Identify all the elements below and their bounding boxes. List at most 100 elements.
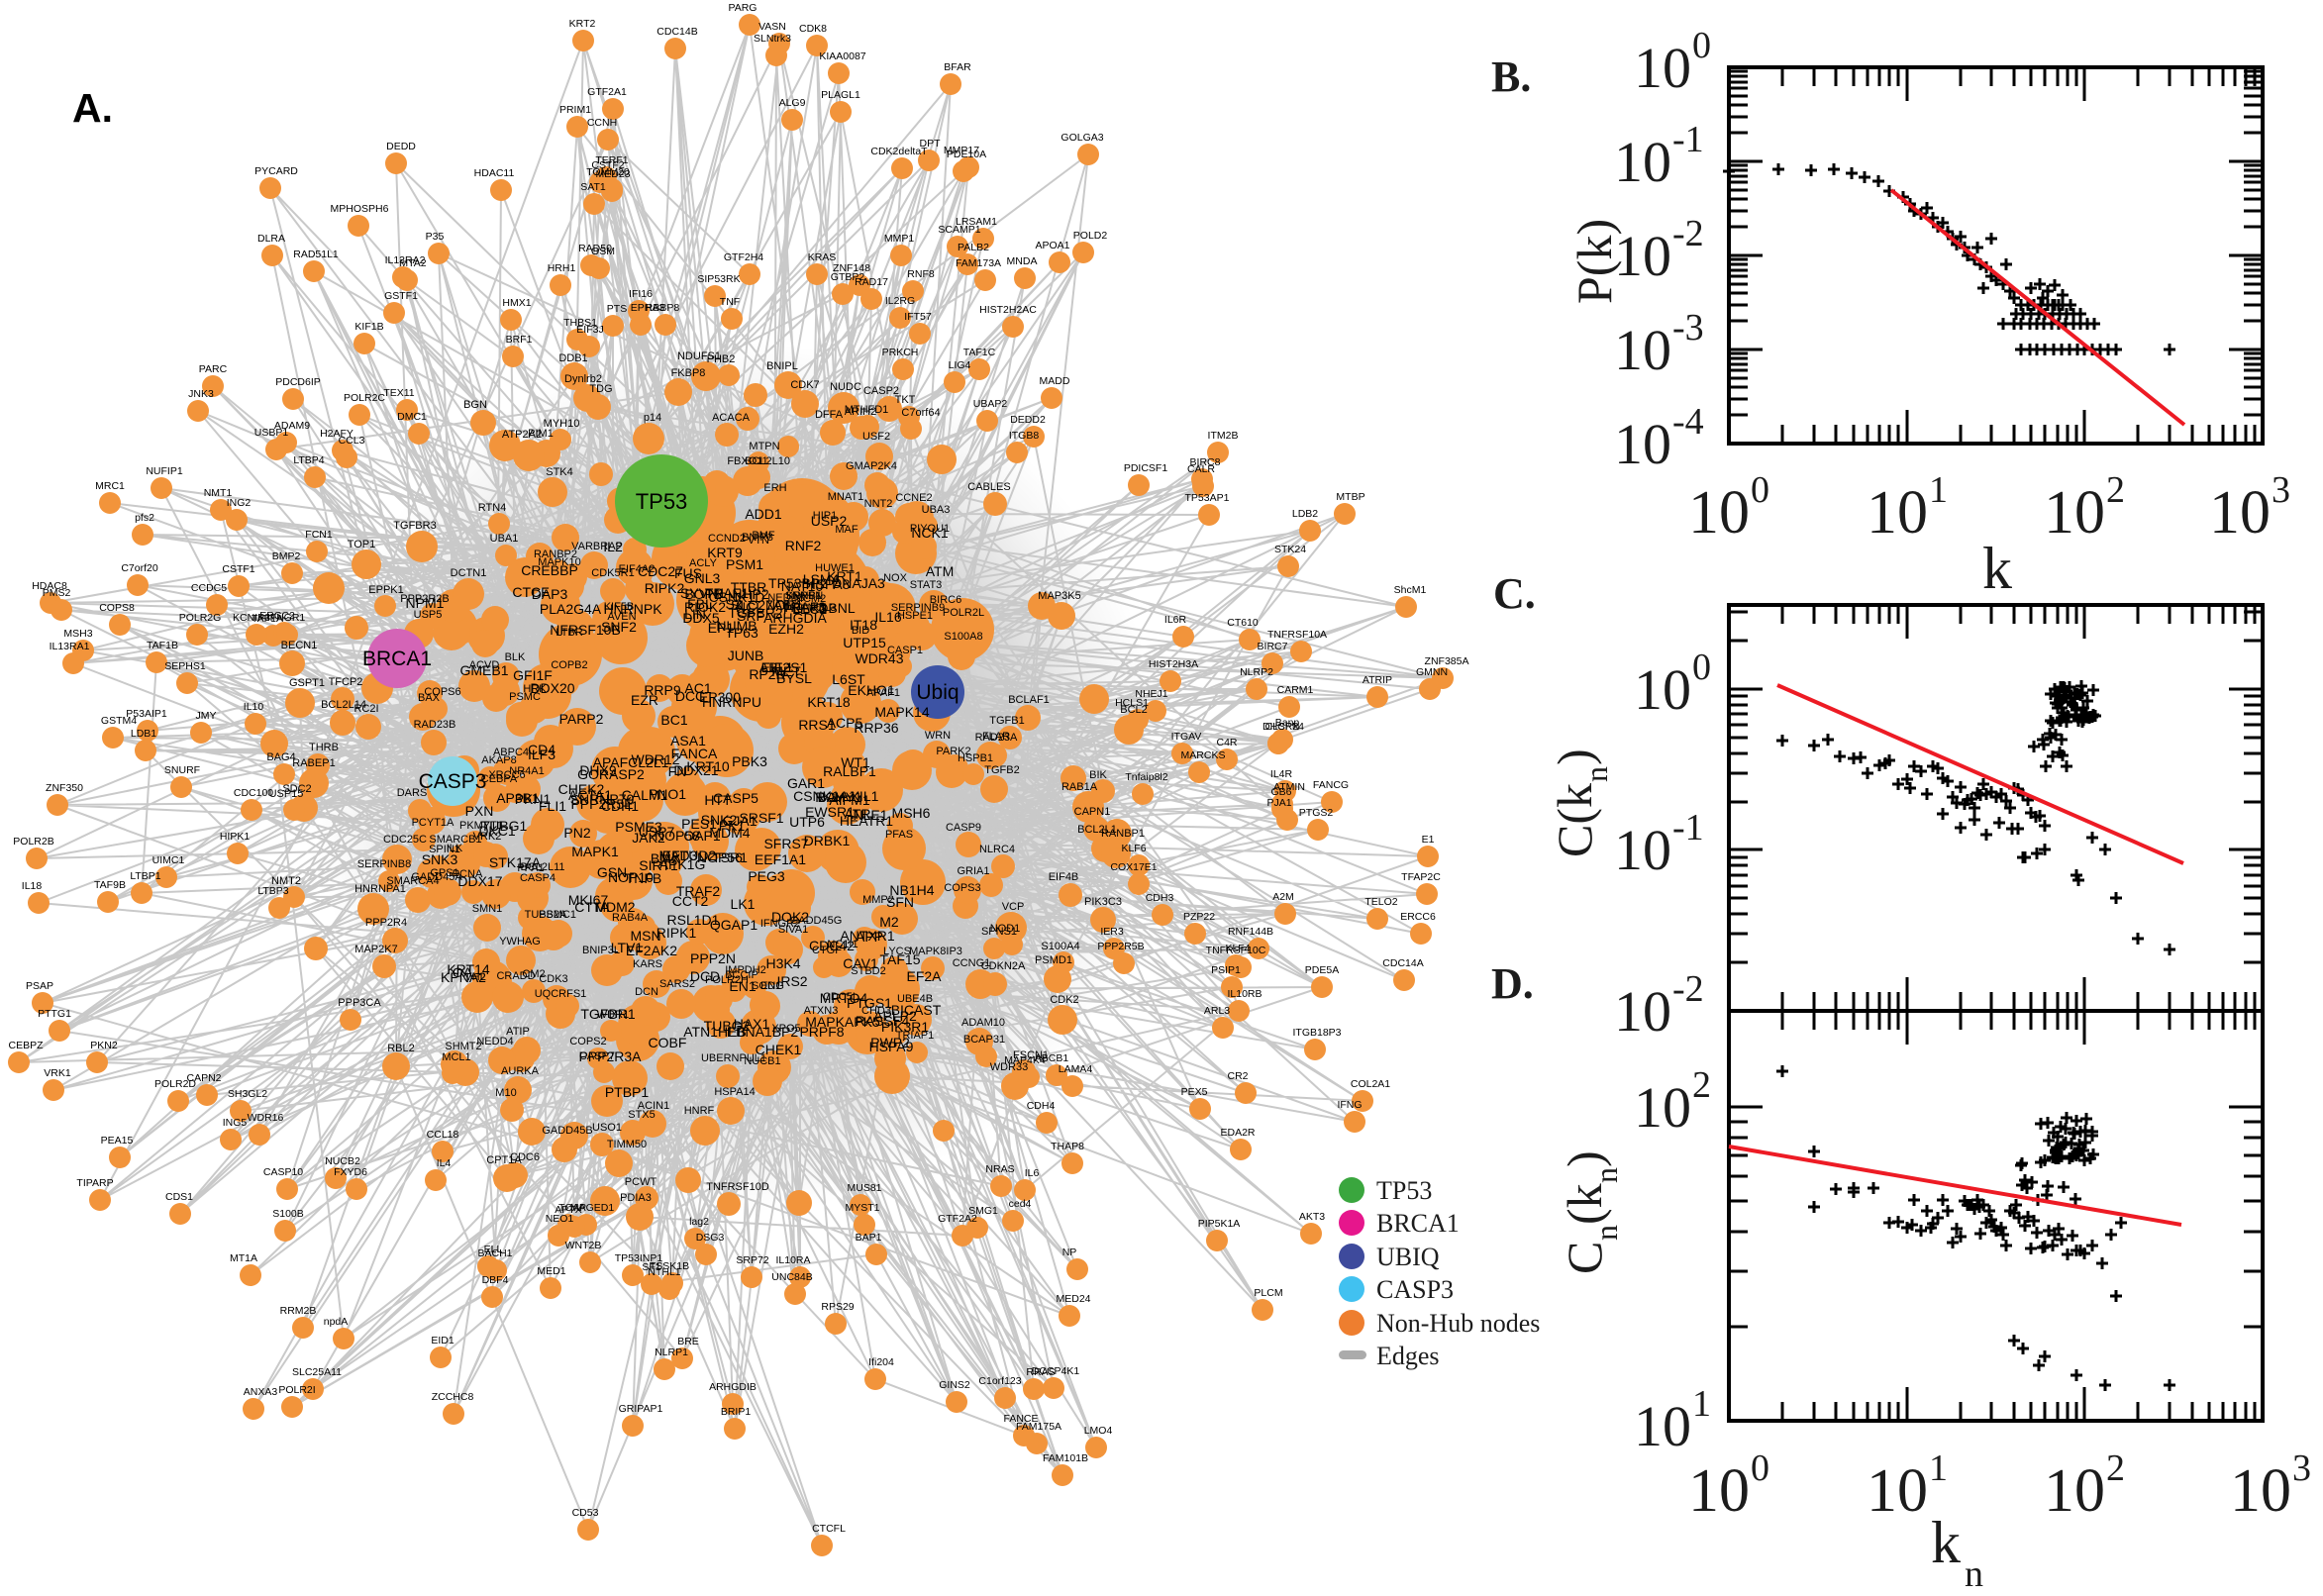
svg-text:A2M: A2M: [1272, 891, 1294, 903]
svg-text:C4R: C4R: [1216, 737, 1237, 748]
svg-text:ITGB8: ITGB8: [1009, 430, 1040, 442]
svg-text:CDC27: CDC27: [638, 563, 683, 579]
svg-text:PEX5: PEX5: [1181, 1086, 1208, 1098]
svg-text:CASP4: CASP4: [520, 872, 556, 884]
svg-text:KLF4: KLF4: [1225, 943, 1250, 954]
svg-text:PIP5K1A: PIP5K1A: [1198, 1218, 1241, 1230]
svg-text:NUCB1: NUCB1: [744, 1055, 780, 1067]
svg-text:n: n: [1588, 1167, 1624, 1183]
svg-text:CREBBP: CREBBP: [521, 562, 578, 578]
svg-text:POLR2H: POLR2H: [705, 974, 749, 986]
svg-text:DOK2: DOK2: [771, 909, 809, 925]
svg-text:PHB2: PHB2: [707, 353, 736, 365]
svg-text:IMPDH2: IMPDH2: [725, 964, 766, 976]
svg-text:PDCD6IP: PDCD6IP: [275, 376, 321, 388]
svg-text:CASP2: CASP2: [863, 385, 899, 397]
svg-text:CRADD: CRADD: [496, 970, 535, 982]
svg-text:DLRA: DLRA: [257, 233, 285, 245]
svg-text:C1orf123: C1orf123: [978, 1375, 1021, 1387]
svg-text:KRAS: KRAS: [808, 251, 837, 263]
svg-text:APAFCL2L1: APAFCL2L1: [593, 754, 669, 770]
svg-text:POLR2I: POLR2I: [278, 1384, 315, 1396]
svg-text:CDC100: CDC100: [234, 787, 273, 799]
svg-text:TKT: TKT: [895, 394, 916, 406]
svg-text:IL13RA1: IL13RA1: [50, 641, 90, 652]
svg-text:IL10RB: IL10RB: [1227, 988, 1262, 1000]
svg-text:MAD3: MAD3: [659, 848, 698, 863]
svg-text:IFNGR2: IFNGR2: [760, 918, 800, 930]
svg-text:PCNA: PCNA: [453, 868, 483, 880]
svg-text:BC1: BC1: [660, 712, 687, 728]
svg-text:10: 10: [1614, 224, 1671, 288]
svg-text:RRS1: RRS1: [798, 717, 836, 733]
svg-text:IFNGR1: IFNGR1: [267, 612, 306, 624]
svg-text:TP53: TP53: [1376, 1176, 1432, 1205]
svg-text:SERPINB9: SERPINB9: [891, 602, 945, 614]
svg-text:ANTXR1: ANTXR1: [840, 928, 894, 944]
svg-text:ARHGDIB: ARHGDIB: [709, 1381, 757, 1393]
svg-text:SMN1: SMN1: [472, 903, 503, 915]
svg-text:DDX5: DDX5: [682, 610, 720, 626]
svg-text:10: 10: [1634, 657, 1691, 722]
svg-text:PK1: PK1: [719, 818, 746, 834]
svg-text:DSG3: DSG3: [696, 1232, 725, 1244]
svg-text:GMEB1: GMEB1: [459, 662, 508, 678]
svg-text:HSPA14: HSPA14: [714, 1086, 755, 1098]
svg-text:RRAS: RRAS: [1026, 1366, 1055, 1378]
svg-text:S100A8: S100A8: [944, 631, 982, 643]
svg-text:NAT10: NAT10: [781, 578, 824, 594]
svg-text:ANXA3: ANXA3: [244, 1386, 278, 1398]
svg-text:DCC: DCC: [675, 688, 705, 704]
svg-text:MMP17: MMP17: [944, 145, 979, 156]
svg-text:STX5: STX5: [628, 1109, 656, 1121]
svg-text:ATXN3: ATXN3: [804, 1005, 839, 1017]
svg-text:OAP1: OAP1: [683, 828, 721, 844]
svg-text:CDC25C: CDC25C: [383, 834, 427, 846]
svg-text:NEO1: NEO1: [546, 1213, 574, 1225]
svg-text:GMNN: GMNN: [1416, 666, 1448, 678]
svg-text:ZNF385A: ZNF385A: [1425, 655, 1469, 667]
svg-text:DRBK1: DRBK1: [804, 833, 851, 848]
svg-text:PKN1: PKN1: [515, 791, 552, 807]
svg-text:DBNL: DBNL: [818, 600, 856, 616]
svg-text:UBE4B: UBE4B: [897, 993, 933, 1005]
svg-text:UIMC1: UIMC1: [152, 854, 185, 866]
svg-text:DDX20: DDX20: [530, 680, 574, 696]
svg-text:BYSL: BYSL: [776, 670, 812, 686]
svg-text:EIF3J: EIF3J: [576, 324, 603, 336]
svg-text:ITGB18P3: ITGB18P3: [1292, 1027, 1341, 1039]
svg-text:COPB2: COPB2: [551, 659, 587, 671]
svg-text:EF2A: EF2A: [906, 968, 942, 984]
svg-text:FAM173A: FAM173A: [956, 257, 1001, 269]
svg-text:EIF4B: EIF4B: [1049, 871, 1079, 883]
svg-text:HRK: HRK: [523, 683, 547, 695]
svg-text:AIFM1: AIFM1: [829, 792, 869, 808]
svg-text:KIF1B: KIF1B: [354, 321, 383, 333]
svg-text:BCL2L10: BCL2L10: [745, 455, 790, 467]
svg-text:BACH1: BACH1: [477, 1247, 512, 1259]
svg-text:NMT1: NMT1: [204, 487, 233, 499]
svg-text:EDA2R: EDA2R: [1220, 1127, 1255, 1139]
svg-text:HIST2H2AC: HIST2H2AC: [979, 304, 1037, 316]
svg-text:TAF1C: TAF1C: [963, 347, 996, 358]
svg-text:SRSF1: SRSF1: [739, 810, 783, 826]
svg-text:ERCC6: ERCC6: [1400, 911, 1436, 923]
svg-text:NOX: NOX: [883, 572, 908, 584]
svg-text:IL4: IL4: [437, 1157, 452, 1169]
svg-text:PWP2: PWP2: [870, 1035, 910, 1050]
svg-text:lag2: lag2: [689, 1216, 709, 1228]
svg-text:RP2R: RP2R: [749, 666, 785, 682]
svg-text:AKAP8: AKAP8: [481, 754, 516, 766]
svg-text:CCT2: CCT2: [672, 893, 709, 909]
svg-text:CD53: CD53: [572, 1507, 599, 1519]
svg-text:PSMC: PSMC: [509, 691, 541, 703]
svg-text:NEDD8: NEDD8: [767, 592, 804, 604]
svg-text:S100A4: S100A4: [1041, 941, 1079, 952]
svg-text:NR4A1: NR4A1: [509, 765, 544, 777]
svg-text:-1: -1: [1672, 119, 1704, 160]
svg-text:EPPK1: EPPK1: [368, 584, 403, 596]
svg-text:CTGF: CTGF: [812, 945, 842, 956]
svg-text:CCDC5: CCDC5: [191, 582, 227, 594]
svg-text:MED1: MED1: [537, 1265, 565, 1277]
svg-text:MPHOSPH6: MPHOSPH6: [331, 203, 389, 215]
